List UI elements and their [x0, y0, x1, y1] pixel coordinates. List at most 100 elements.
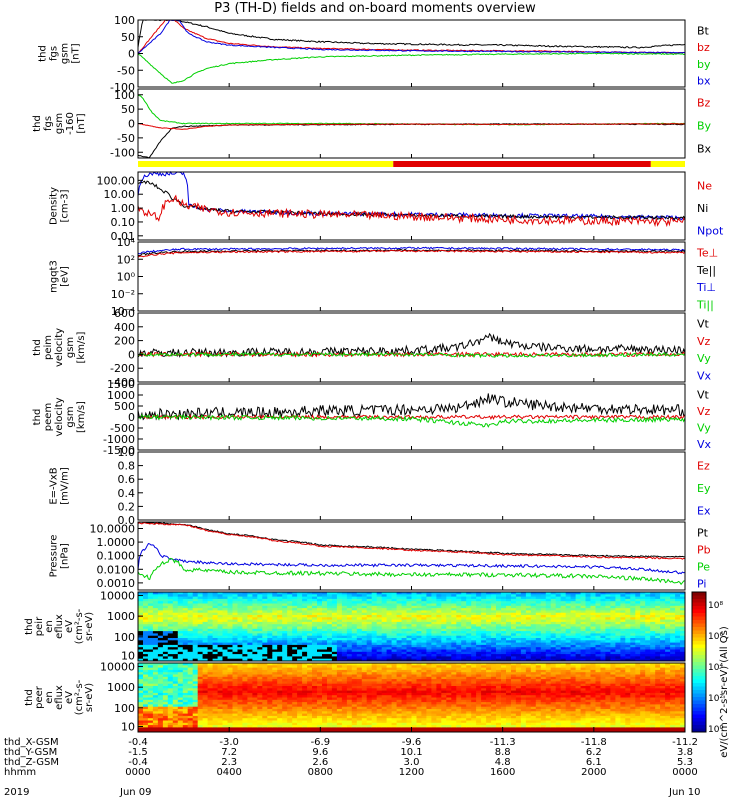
- y-tick-label: 0.01: [111, 230, 136, 243]
- spectrogram-cell: [436, 603, 442, 607]
- spectrogram-cell: [272, 706, 278, 710]
- y-axis-label: peim: [43, 335, 54, 360]
- spectrogram-cell: [157, 594, 164, 597]
- spectrogram-cell: [222, 633, 228, 637]
- y-tick-label: 500: [114, 400, 135, 413]
- spectrogram-cell: [307, 594, 313, 597]
- spectrogram-cell: [635, 651, 641, 655]
- spectrogram-cell: [625, 610, 631, 614]
- spectrogram-cell: [655, 631, 661, 634]
- spectrogram-cell: [237, 612, 243, 616]
- spectrogram-cell: [565, 656, 572, 660]
- spectrogram-cell: [177, 690, 184, 694]
- spectrogram-cell: [317, 642, 323, 646]
- spectrogram-cell: [336, 713, 343, 717]
- spectrogram-cell: [207, 658, 213, 662]
- spectrogram-cell: [227, 624, 233, 627]
- spectrogram-cell: [302, 656, 308, 660]
- spectrogram-cell: [307, 688, 313, 691]
- spectrogram-cell: [212, 674, 218, 678]
- spectrogram-cell: [655, 654, 661, 657]
- spectrogram-cell: [317, 715, 323, 719]
- spectrogram-cell: [192, 681, 199, 685]
- spectrogram-cell: [580, 638, 586, 641]
- spectrogram-cell: [441, 651, 447, 655]
- spectrogram-cell: [361, 725, 368, 728]
- spectrogram-cell: [570, 654, 576, 657]
- spectrogram-cell: [391, 644, 397, 648]
- spectrogram-cell: [207, 715, 213, 719]
- spectrogram-cell: [520, 635, 527, 639]
- spectrogram-cell: [635, 644, 641, 648]
- spectrogram-cell: [625, 617, 631, 620]
- spectrogram-cell: [157, 615, 164, 618]
- spectrogram-cell: [227, 704, 233, 708]
- spectrogram-cell: [341, 709, 348, 712]
- spectrogram-cell: [520, 598, 527, 602]
- spectrogram-cell: [381, 640, 388, 643]
- spectrogram-cell: [665, 596, 671, 600]
- spectrogram-cell: [660, 612, 666, 616]
- spectrogram-cell: [635, 658, 641, 662]
- spectrogram-cell: [481, 631, 487, 634]
- spectrogram-cell: [217, 683, 223, 687]
- spectrogram-cell: [152, 706, 159, 710]
- spectrogram-cell: [331, 647, 338, 650]
- spectrogram-cell: [317, 722, 323, 726]
- spectrogram-cell: [207, 690, 213, 694]
- spectrogram-cell: [630, 624, 636, 627]
- spectrogram-cell: [351, 688, 358, 691]
- spectrogram-cell: [152, 621, 159, 625]
- spectrogram-cell: [336, 665, 343, 668]
- y-axis-label: thd: [32, 409, 43, 426]
- spectrogram-cell: [267, 702, 273, 705]
- spectrogram-cell: [262, 674, 268, 678]
- spectrogram-cell: [491, 594, 497, 597]
- spectrogram-cell: [386, 649, 392, 653]
- spectrogram-cell: [341, 683, 348, 687]
- spectrogram-cell: [192, 725, 199, 728]
- spectrogram-cell: [277, 617, 283, 620]
- spectrogram-cell: [247, 642, 253, 646]
- spectrogram-cell: [530, 598, 537, 602]
- spectrogram-cell: [217, 605, 223, 609]
- spectrogram-cell: [515, 633, 522, 637]
- spectrogram-cell: [436, 640, 442, 643]
- spectrogram-cell: [406, 603, 412, 607]
- spectrogram-cell: [327, 592, 333, 595]
- spectrogram-cell: [237, 690, 243, 694]
- spectrogram-cell: [212, 642, 218, 646]
- spectrogram-cell: [535, 633, 542, 637]
- spectrogram-cell: [322, 686, 328, 689]
- spectrogram-cell: [187, 603, 194, 607]
- spectrogram-cell: [277, 720, 283, 724]
- spectrogram-cell: [570, 656, 576, 660]
- spectrogram-cell: [466, 651, 472, 655]
- spectrogram-cell: [560, 605, 567, 609]
- spectrogram-cell: [620, 638, 626, 641]
- spectrogram-cell: [640, 628, 646, 632]
- spectrogram-cell: [436, 631, 442, 634]
- spectrogram-cell: [292, 720, 298, 724]
- spectrogram-cell: [287, 612, 293, 616]
- spectrogram-cell: [167, 663, 174, 666]
- spectrogram-cell: [167, 692, 174, 696]
- spectrogram-cell: [222, 690, 228, 694]
- spectrogram-cell: [580, 608, 586, 611]
- spectrogram-cell: [267, 647, 273, 650]
- spectrogram-cell: [471, 656, 477, 660]
- spectrogram-cell: [297, 706, 303, 710]
- spectrogram-cell: [287, 603, 293, 607]
- spectrogram-cell: [660, 649, 666, 653]
- spectrogram-cell: [476, 647, 482, 650]
- spectrogram-cell: [511, 635, 517, 639]
- spectrogram-cell: [247, 656, 253, 660]
- series-By: [137, 94, 686, 126]
- spectrogram-cell: [456, 601, 462, 604]
- spectrogram-cell: [207, 681, 213, 685]
- spectrogram-cell: [575, 615, 581, 618]
- y-tick-label: -400: [110, 376, 135, 389]
- spectrogram-cell: [202, 715, 208, 719]
- spectrogram-cell: [660, 631, 666, 634]
- spectrogram-cell: [227, 626, 233, 630]
